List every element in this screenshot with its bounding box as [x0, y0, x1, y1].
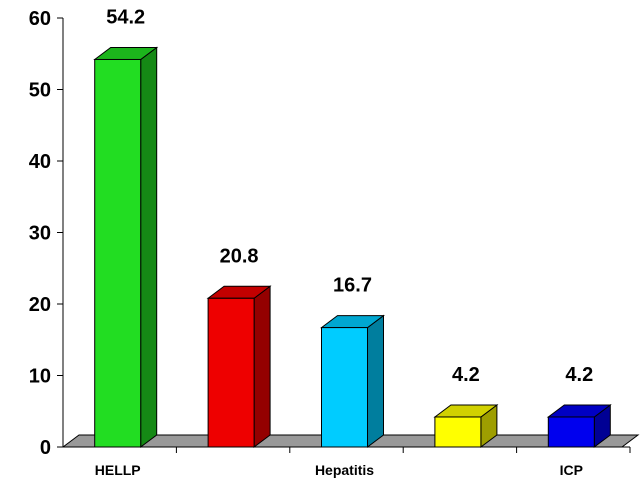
y-tick-label: 30 — [29, 223, 51, 245]
bar-front — [207, 297, 255, 448]
bar — [206, 285, 272, 448]
data-label: 4.2 — [565, 364, 593, 386]
x-tick-label: Hepatitis — [315, 462, 374, 478]
data-label: 54.2 — [106, 6, 145, 28]
y-tick-label: 10 — [29, 366, 51, 388]
axes: 0 10 20 30 40 50 60 — [29, 8, 631, 459]
bar-front — [94, 58, 142, 448]
x-tick-label: HELLP — [95, 462, 141, 478]
bar — [433, 403, 499, 448]
data-label: 16.7 — [333, 275, 372, 297]
y-tick-label: 50 — [29, 80, 51, 102]
bar — [320, 314, 385, 448]
y-tick-label: 20 — [29, 294, 51, 316]
x-tick-label: ICP — [560, 462, 583, 478]
y-tick-label: 40 — [29, 151, 51, 173]
y-tick-label: 0 — [40, 437, 51, 459]
data-label: 20.8 — [220, 245, 259, 267]
bar-side — [140, 46, 158, 448]
bar-side — [253, 285, 271, 448]
bars — [93, 46, 612, 448]
data-label: 4.2 — [452, 364, 480, 386]
bar-front — [434, 416, 482, 448]
bar-front — [321, 327, 368, 448]
bar — [546, 403, 612, 448]
bar-side — [367, 314, 384, 448]
bar — [93, 46, 159, 448]
y-tick-label: 60 — [29, 8, 51, 30]
labels: 54.2 HELLP 20.8 16.7 Hepatitis 4.2 4.2 ICP — [95, 6, 593, 478]
bar-front — [547, 416, 595, 448]
